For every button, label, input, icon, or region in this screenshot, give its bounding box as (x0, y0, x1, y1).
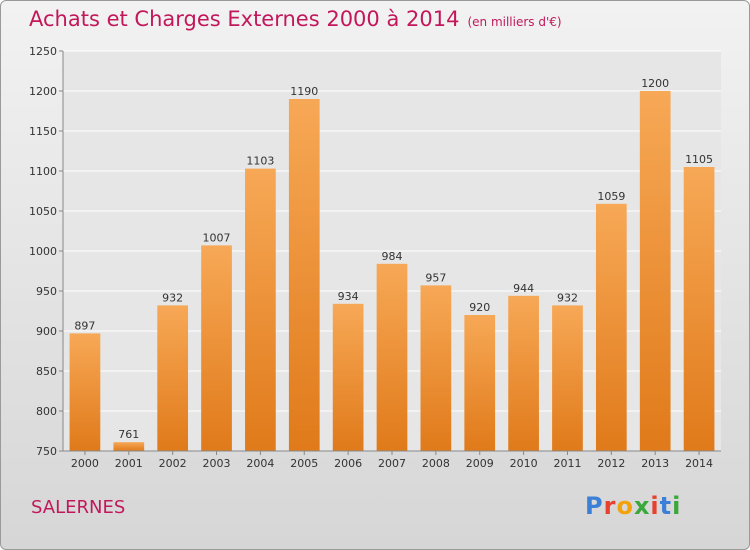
bar (508, 295, 539, 451)
bar-value-label: 897 (74, 319, 95, 332)
x-tick-label: 2009 (466, 457, 494, 470)
logo-letter: x (633, 492, 651, 520)
y-tick-label: 1150 (29, 125, 57, 138)
x-axis: 2000 2001 2002 2003 2004 2005 2006 2007 2008 2009… (71, 451, 713, 470)
logo-letter: i (650, 492, 660, 520)
bar (69, 333, 101, 451)
bars: 897 761 932 1007 1103 1190 934 984 957 920 944 932 1… (69, 77, 715, 451)
bar-value-label: 932 (162, 291, 183, 304)
proxiti-logo[interactable]: Proxiti (585, 492, 681, 520)
logo-letter: t (659, 492, 673, 520)
x-tick-label: 2004 (246, 457, 274, 470)
x-tick-label: 2006 (334, 457, 362, 470)
x-tick-label: 2008 (422, 457, 450, 470)
bar-value-label: 934 (338, 290, 359, 303)
x-tick-label: 2011 (553, 457, 581, 470)
y-tick-label: 1050 (29, 205, 57, 218)
bar-value-label: 957 (425, 271, 446, 284)
bar (245, 168, 276, 451)
y-tick-label: 750 (36, 445, 57, 458)
bar (464, 315, 496, 451)
x-tick-label: 2001 (115, 457, 143, 470)
bar-value-label: 1200 (641, 77, 669, 90)
x-tick-label: 2010 (510, 457, 538, 470)
bar (639, 91, 671, 451)
bar (552, 305, 583, 451)
x-tick-label: 2014 (685, 457, 713, 470)
bar-value-label: 920 (469, 301, 490, 314)
bar (683, 167, 715, 451)
chart-title: Achats et Charges Externes 2000 à 2014 (e… (29, 7, 562, 31)
bar-value-label: 1007 (203, 231, 231, 244)
logo-letter: i (672, 492, 682, 520)
y-tick-label: 1250 (29, 45, 57, 58)
y-tick-label: 800 (36, 405, 57, 418)
y-tick-label: 850 (36, 365, 57, 378)
bar-value-label: 1190 (290, 85, 318, 98)
y-tick-label: 1200 (29, 85, 57, 98)
commune-name: SALERNES (31, 497, 126, 518)
logo-letter: P (585, 492, 604, 520)
chart-title-text: Achats et Charges Externes 2000 à 2014 (29, 7, 460, 31)
bar (332, 303, 364, 451)
bar-value-label: 944 (513, 282, 534, 295)
logo-letter: r (603, 492, 617, 520)
y-axis: 750 800 850 900 950 1000 1050 1100 1150 1200 1250 (29, 45, 63, 458)
bar-value-label: 932 (557, 291, 578, 304)
x-tick-label: 2003 (203, 457, 231, 470)
bar (595, 203, 627, 451)
logo-letter: o (616, 492, 634, 520)
x-tick-label: 2002 (159, 457, 187, 470)
x-tick-label: 2000 (71, 457, 99, 470)
bar (201, 245, 232, 451)
y-tick-label: 1000 (29, 245, 57, 258)
bar-value-label: 1103 (246, 155, 274, 168)
y-tick-label: 1100 (29, 165, 57, 178)
bar (420, 285, 452, 451)
y-tick-label: 900 (36, 325, 57, 338)
bar (113, 442, 145, 451)
bar (157, 305, 189, 451)
x-tick-label: 2012 (597, 457, 625, 470)
bar-value-label: 1105 (685, 153, 713, 166)
bar-value-label: 1059 (597, 190, 625, 203)
bar (376, 263, 408, 451)
x-tick-label: 2013 (641, 457, 669, 470)
x-tick-label: 2007 (378, 457, 406, 470)
x-tick-label: 2005 (290, 457, 318, 470)
bar (288, 99, 320, 451)
bar-value-label: 984 (382, 250, 403, 263)
y-tick-label: 950 (36, 285, 57, 298)
bar-value-label: 761 (118, 428, 139, 441)
chart-subtitle: (en milliers d'€) (467, 15, 562, 29)
